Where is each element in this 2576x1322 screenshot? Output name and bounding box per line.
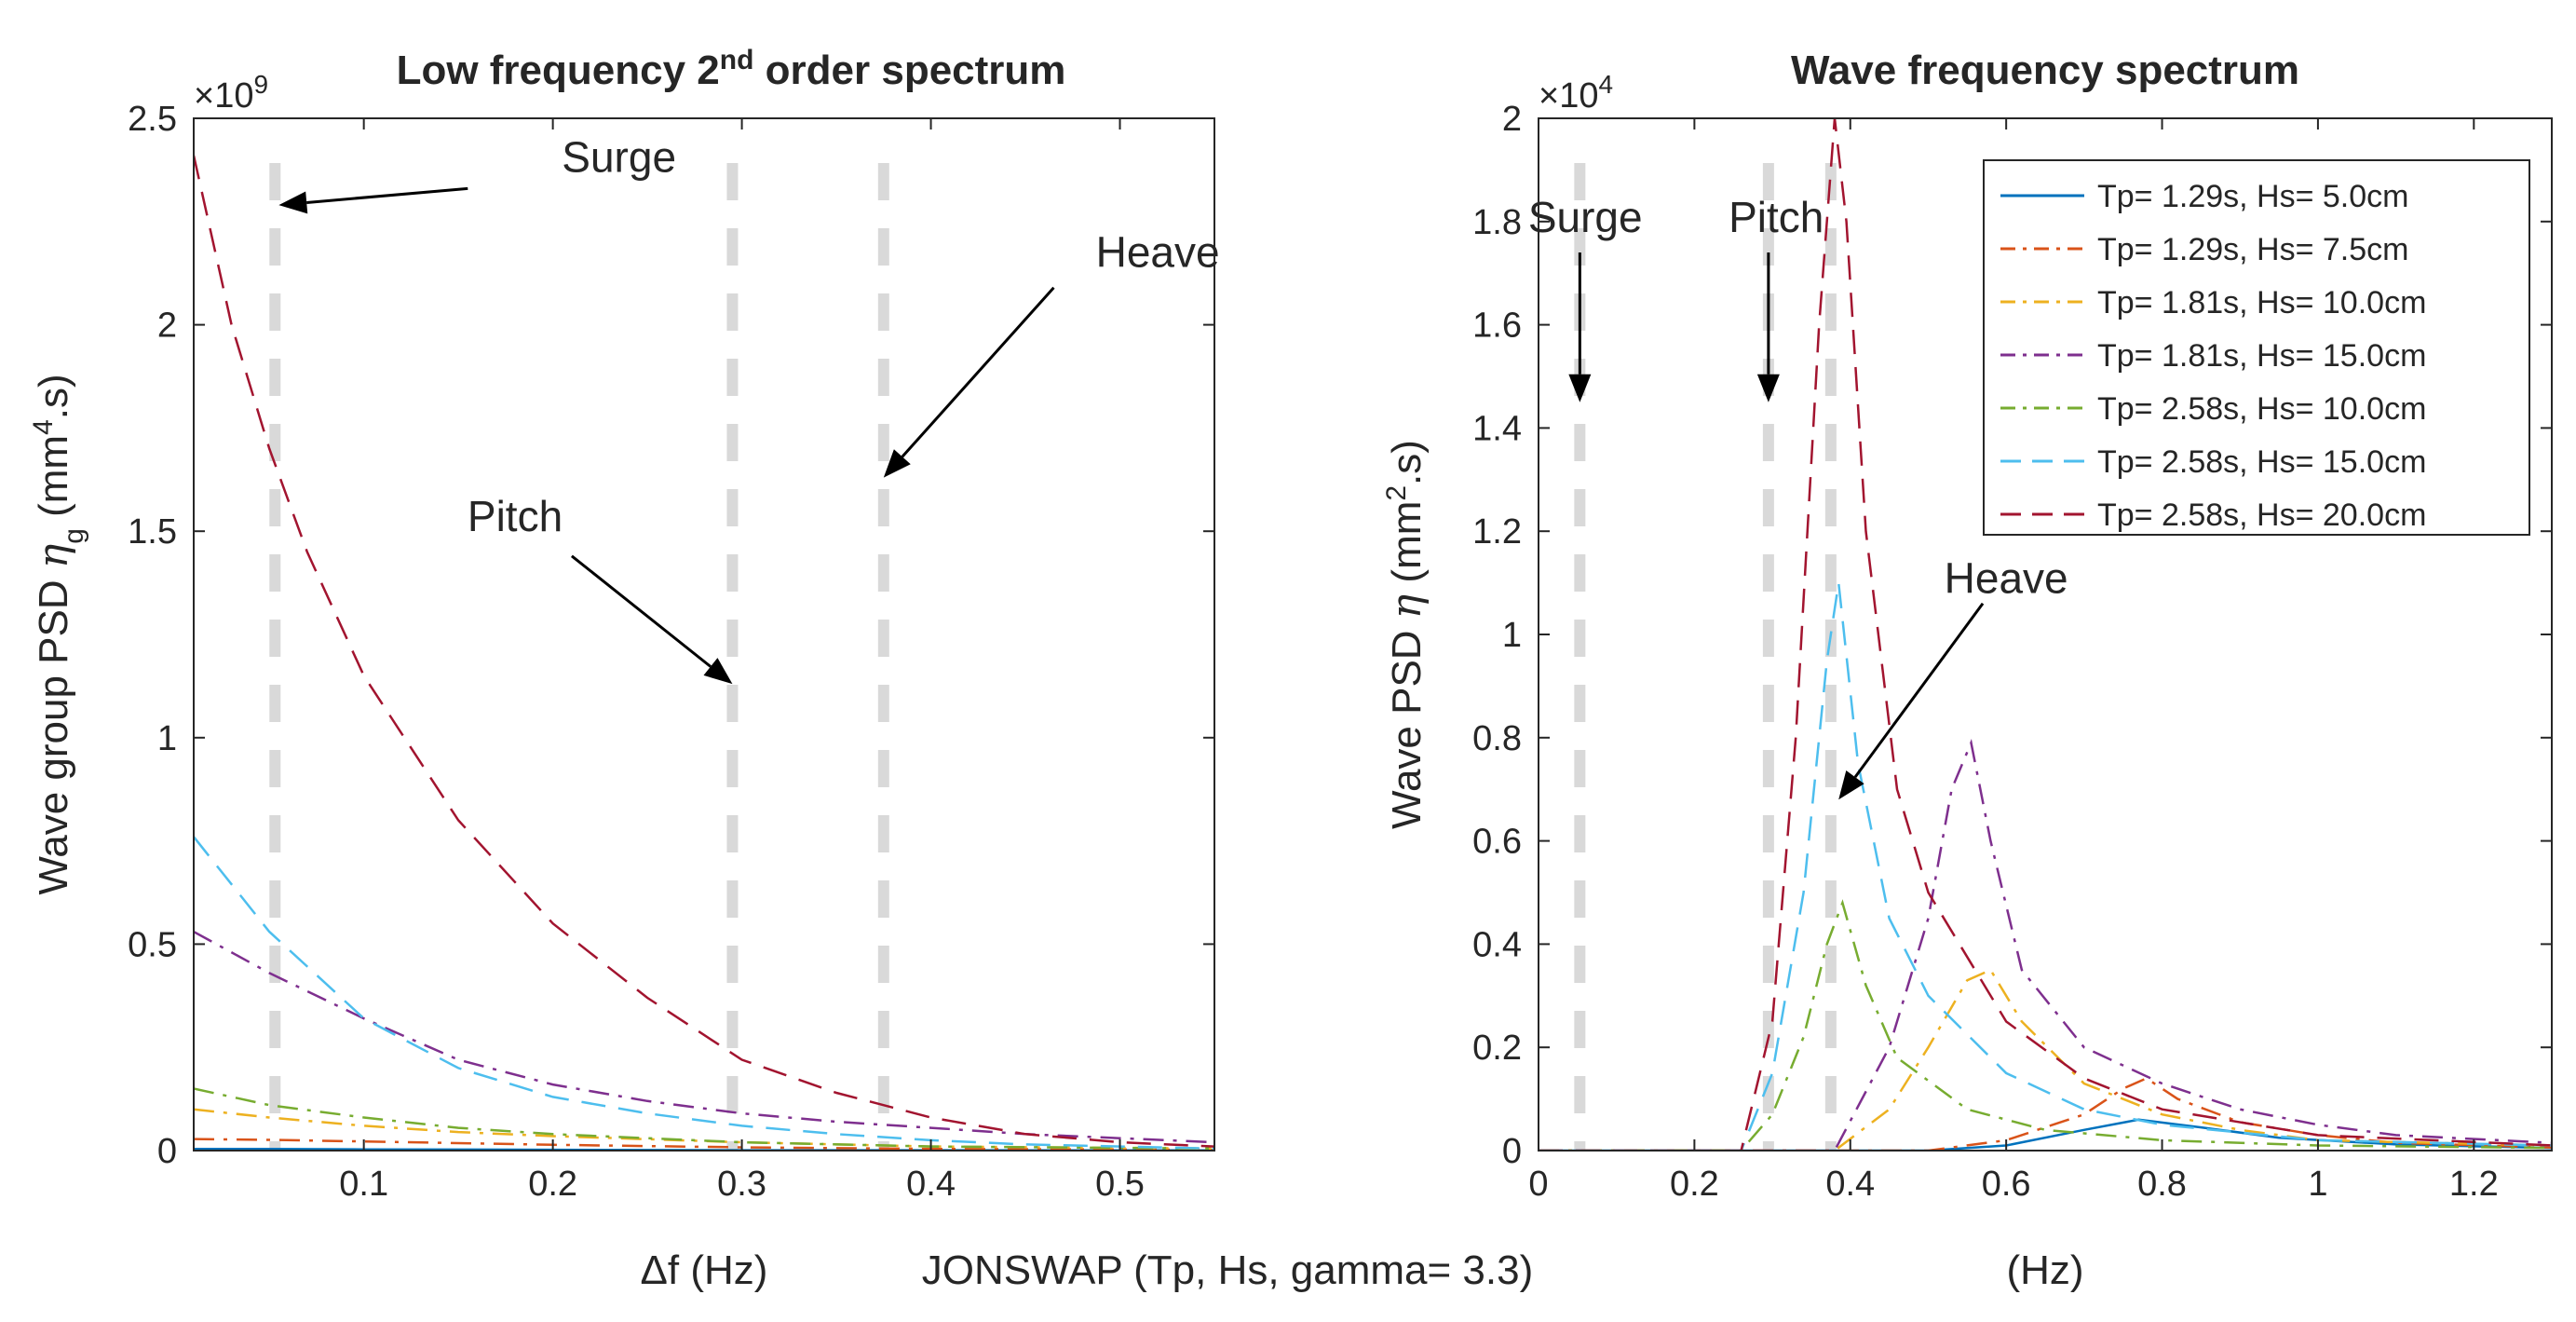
y-exponent: ×104 (1539, 70, 1613, 116)
y-tick-label: 1.4 (1472, 409, 1522, 448)
legend-label-6: Tp= 2.58s, Hs= 15.0cm (2097, 444, 2426, 480)
arrow-shaft (306, 186, 468, 204)
legend-label-7: Tp= 2.58s, Hs= 20.0cm (2097, 497, 2426, 533)
x-tick-label: 0.4 (1825, 1165, 1875, 1204)
arrow-shaft (570, 554, 712, 668)
x-axis-label: Δf (Hz) (641, 1247, 768, 1293)
figure-caption: JONSWAP (Tp, Hs, gamma= 3.3) (922, 1247, 1534, 1293)
y-tick-label: 1.6 (1472, 307, 1522, 346)
annotation-heave: Heave (1945, 554, 2068, 603)
y-tick-label: 2 (1502, 100, 1522, 139)
legend-label-5: Tp= 2.58s, Hs= 10.0cm (2097, 391, 2426, 427)
annotation-surge: Surge (562, 133, 676, 182)
axis-ticks: 0.1 0.2 0.3 0.4 0.5 0 0.5 1 1.5 2 2.5 (128, 100, 1214, 1204)
series-line-2 (1539, 1076, 2552, 1151)
series-line-4 (194, 931, 1214, 1144)
x-tick-label: 1.2 (2449, 1165, 2499, 1204)
axes-frame (193, 117, 1215, 1152)
annotation-pitch: Pitch (468, 492, 563, 540)
series-line-3 (194, 1108, 1214, 1151)
y-tick-label: 0 (1502, 1132, 1522, 1171)
x-tick-label: 0.2 (528, 1165, 577, 1204)
y-tick-label: 2 (157, 307, 177, 346)
arrow-head (1838, 770, 1864, 800)
y-tick-label: 1 (157, 719, 177, 758)
arrow-head (1568, 374, 1592, 402)
legend-label-2: Tp= 1.29s, Hs= 7.5cm (2097, 232, 2409, 267)
annotation-surge: Surge (1528, 193, 1643, 241)
series-line-4 (1539, 739, 2552, 1151)
x-tick-label: 0.4 (906, 1165, 956, 1204)
x-tick-label: 1 (2308, 1165, 2327, 1204)
x-tick-label: 0 (1528, 1165, 1548, 1204)
y-tick-label: 0.6 (1472, 823, 1522, 862)
series-group (1539, 118, 2552, 1151)
y-axis-label: Wave group PSD ηg (mm4.s) (28, 374, 89, 894)
legend-label-4: Tp= 1.81s, Hs= 15.0cm (2097, 338, 2426, 374)
annotation-pitch: Pitch (1729, 193, 1824, 241)
annotation-heave: Heave (1096, 228, 1220, 277)
annotations: Surge Pitch Heave (1528, 193, 2068, 800)
y-tick-label: 1.8 (1472, 203, 1522, 242)
arrow-head (278, 191, 308, 214)
y-tick-label: 0.5 (128, 925, 177, 964)
arrow-shaft (901, 286, 1055, 458)
x-tick-label: 0.8 (2137, 1165, 2187, 1204)
y-tick-label: 0.4 (1472, 925, 1522, 964)
y-tick-label: 1.2 (1472, 512, 1522, 552)
legend-box (1983, 159, 2530, 536)
y-tick-label: 1.5 (128, 512, 177, 552)
series-line-7 (194, 155, 1214, 1148)
series-line-6 (194, 836, 1214, 1151)
arrow-head (1756, 374, 1780, 402)
x-tick-label: 0.6 (1982, 1165, 2031, 1204)
y-tick-label: 1 (1502, 616, 1522, 655)
y-tick-label: 2.5 (128, 100, 177, 139)
y-tick-label: 0.8 (1472, 719, 1522, 758)
y-tick-label: 0 (157, 1132, 177, 1171)
x-tick-label: 0.2 (1670, 1165, 1719, 1204)
marker-lines (269, 163, 889, 1151)
x-tick-label: 0.1 (339, 1165, 388, 1204)
x-tick-label: 0.5 (1095, 1165, 1145, 1204)
chart-title: Wave frequency spectrum (1791, 48, 2299, 93)
chart-low-frequency: 0.1 0.2 0.3 0.4 0.5 0 0.5 1 1.5 2 2.5 Surge Pitch He… (28, 45, 1220, 1294)
series-line-7 (1539, 118, 2552, 1151)
y-axis-label: Wave PSD η (mm2.s) (1381, 440, 1431, 829)
arrow-head (883, 449, 911, 478)
y-tick-label: 0.2 (1472, 1029, 1522, 1068)
legend-label-3: Tp= 1.81s, Hs= 10.0cm (2097, 285, 2426, 320)
chart-title: Low frequency 2nd order spectrum (397, 45, 1066, 94)
series-line-6 (1539, 582, 2552, 1151)
axis-ticks: 0 0.2 0.4 0.6 0.8 1 1.2 0 0.2 0.4 0.6 0.8 1 1.2 1.4 1.6… (1472, 100, 2552, 1204)
annotations: Surge Pitch Heave (278, 133, 1220, 685)
series-line-3 (1539, 968, 2552, 1151)
arrow-shaft (1853, 602, 1985, 779)
series-line-5 (1539, 899, 2552, 1151)
chart-wave-frequency: 0 0.2 0.4 0.6 0.8 1 1.2 0 0.2 0.4 0.6 0.8 1 1.2 1.4 1.6… (1381, 48, 2553, 1293)
legend-label-1: Tp= 1.29s, Hs= 5.0cm (2097, 179, 2409, 214)
y-exponent: ×109 (194, 70, 268, 116)
x-tick-label: 0.3 (717, 1165, 766, 1204)
x-axis-label: (Hz) (2006, 1247, 2083, 1293)
series-line-5 (194, 1087, 1214, 1151)
arrow-head (703, 658, 733, 685)
legend: Tp= 1.29s, Hs= 5.0cm Tp= 1.29s, Hs= 7.5cm… (1983, 159, 2530, 536)
